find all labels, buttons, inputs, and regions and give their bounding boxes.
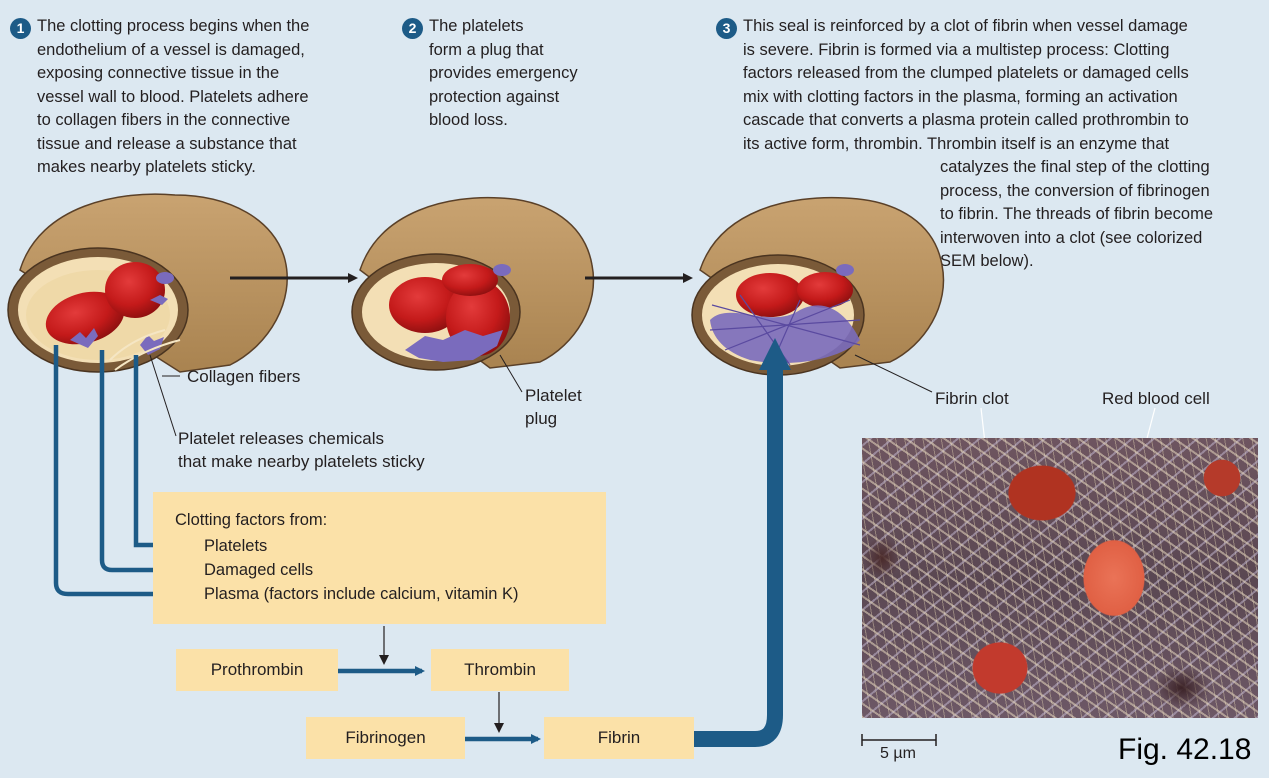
step-1-line: makes nearby platelets sticky. [37, 158, 256, 176]
vessel-platelet-plug [351, 196, 595, 371]
factor-platelets: Platelets [204, 537, 268, 555]
vessel-fibrin-clot [691, 196, 945, 376]
step-3-text: This seal is reinforced by a clot of fib… [743, 15, 1263, 156]
step-2-line: protection against [429, 87, 560, 106]
step-3-line: This seal is reinforced by a clot of fib… [743, 17, 1188, 35]
step-3-line: mix with clotting factors in the plasma,… [743, 87, 1178, 106]
figure-number: Fig. 42.18 [1118, 733, 1252, 766]
step-1-number: 1 [10, 18, 31, 39]
sem-micrograph [862, 438, 1258, 718]
step-1-text: The clotting process begins when the end… [37, 15, 367, 180]
collagen-fibers-label: Collagen fibers [187, 367, 301, 386]
step-1-line: The clotting process begins when the [37, 17, 310, 35]
step-1-line: tissue and release a substance that [37, 134, 297, 153]
clotting-factors-title: Clotting factors from: [175, 511, 328, 529]
platelet-releases-line: Platelet releases chemicals [178, 429, 384, 448]
step-3-line: SEM below). [940, 252, 1034, 270]
vessel-damaged [7, 193, 288, 373]
step-1-line: vessel wall to blood. Platelets adhere [37, 87, 309, 106]
platelet-releases-line: that make nearby platelets sticky [178, 452, 425, 471]
factor-damaged-cells: Damaged cells [204, 561, 314, 579]
step-1-line: to collagen fibers in the connective [37, 111, 291, 129]
factor-plasma: Plasma (factors include calcium, vitamin… [204, 585, 519, 603]
step-2-line: provides emergency [429, 64, 578, 82]
step-3-number: 3 [716, 18, 737, 39]
step-2-line: blood loss. [429, 111, 508, 129]
arrow-fibrin-to-clot [694, 368, 783, 747]
step-3-text-continued: catalyzes the final step of the clotting… [940, 156, 1265, 274]
prothrombin-box: Prothrombin [176, 649, 338, 691]
step-3-line: factors released from the clumped platel… [743, 64, 1189, 82]
scale-bar-label: 5 µm [880, 745, 916, 762]
arrow-plasma [53, 345, 193, 599]
platelet-plug-line: Platelet [525, 386, 582, 405]
fibrin-box: Fibrin [544, 717, 694, 759]
step-3-line: interwoven into a clot (see colorized [940, 228, 1203, 247]
platelet-plug-label: Platelet plug [525, 384, 582, 430]
step-1-line: endothelium of a vessel is damaged, [37, 40, 305, 59]
step-3-line: process, the conversion of fibrinogen [940, 181, 1210, 200]
step-2-line: The platelets [429, 17, 524, 35]
step-3-line: to fibrin. The threads of fibrin become [940, 205, 1214, 223]
step-2-number: 2 [402, 18, 423, 39]
arrow-damaged-cells [99, 350, 193, 575]
fibrin-clot-label: Fibrin clot [935, 389, 1009, 408]
step-2-line: form a plug that [429, 40, 544, 59]
platelet-releases-label: Platelet releases chemicals that make ne… [178, 427, 425, 473]
step-3-line: is severe. Fibrin is formed via a multis… [743, 40, 1170, 59]
step-3-line: catalyzes the final step of the clotting [940, 158, 1210, 176]
step-3-line: its active form, thrombin. Thrombin itse… [743, 134, 1170, 153]
red-blood-cell-label: Red blood cell [1102, 389, 1210, 408]
thrombin-box: Thrombin [431, 649, 569, 691]
fibrinogen-box: Fibrinogen [306, 717, 465, 759]
platelet-plug-line: plug [525, 409, 558, 428]
step-3-line: cascade that converts a plasma protein c… [743, 111, 1189, 129]
step-2-text: The platelets form a plug that provides … [429, 15, 629, 133]
clotting-factors-box: Clotting factors from: Platelets Damaged… [153, 492, 606, 624]
step-1-line: exposing connective tissue in the [37, 64, 280, 82]
